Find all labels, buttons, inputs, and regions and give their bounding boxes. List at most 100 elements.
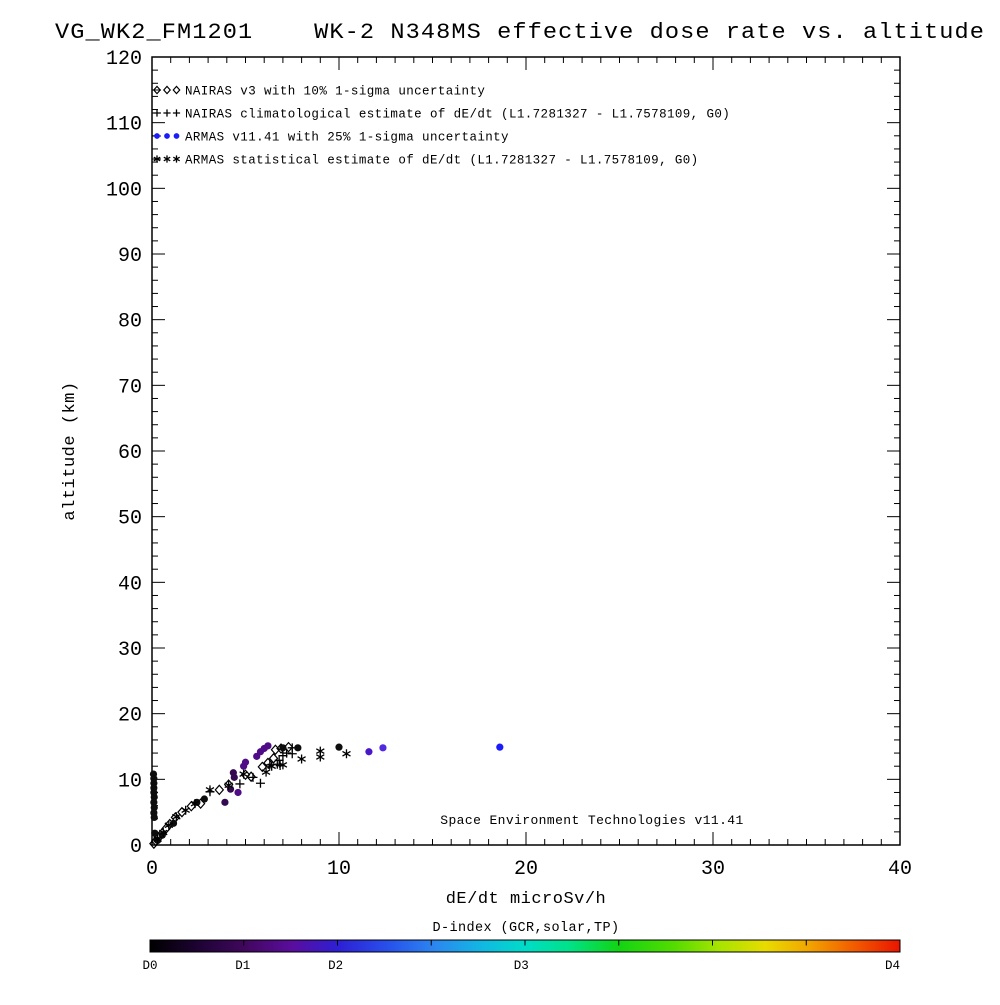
data-point [200, 795, 208, 803]
colorbar-tick-label: D2 [328, 959, 343, 973]
legend-item: ARMAS v11.41 with 25% 1-sigma uncertaint… [152, 131, 509, 145]
colorbar-tick-labels: D0 D1 D2 D3 D4 [142, 959, 900, 973]
legend-item: ARMAS statistical estimate of dE/dt (L1.… [152, 154, 699, 168]
data-point [190, 799, 200, 809]
y-tick-label: 10 [118, 770, 142, 793]
data-point [283, 741, 294, 753]
legend-asterisk-icon [163, 155, 171, 163]
y-tick-label: 40 [118, 573, 142, 596]
data-point [255, 778, 265, 788]
legend-label: NAIRAS v3 with 10% 1-sigma uncertainty [185, 85, 485, 99]
data-point [342, 749, 351, 759]
data-point [257, 761, 268, 773]
axis-tick-labels: 0 10 20 30 40 0 10 20 30 40 50 60 70 80 90 100 110 120 [106, 48, 912, 881]
data-point [171, 812, 181, 822]
legend-diamond-icon [152, 85, 162, 95]
data-point [278, 760, 288, 770]
legend-label: ARMAS v11.41 with 25% 1-sigma uncertaint… [185, 131, 509, 145]
data-point [248, 772, 258, 782]
legend-plus-icon [172, 109, 181, 117]
colorbar-tick-label: D1 [235, 959, 250, 973]
legend-item: NAIRAS climatological estimate of dE/dt … [152, 108, 730, 122]
legend-label: NAIRAS climatological estimate of dE/dt … [185, 108, 730, 122]
data-point [234, 788, 242, 797]
data-point [158, 828, 168, 838]
data-point [153, 834, 162, 844]
data-point [235, 779, 245, 789]
y-axis-title: altitude (km) [61, 381, 80, 520]
data-point [263, 757, 273, 769]
data-point [246, 771, 256, 783]
data-point [221, 798, 229, 806]
legend-diamond-icon [172, 85, 181, 95]
data-point [282, 748, 292, 758]
data-point [335, 743, 343, 751]
data-point [270, 744, 281, 756]
legend-circle-icon [164, 133, 170, 139]
data-point [279, 744, 287, 752]
watermark-text: Space Environment Technologies v11.41 [440, 813, 743, 828]
data-point [151, 829, 159, 837]
data-point [181, 805, 190, 815]
data-point [164, 820, 174, 830]
colorbar-ticks [243, 940, 807, 946]
data-point [496, 743, 504, 751]
data-point [297, 754, 306, 764]
data-point [241, 758, 250, 766]
axis-ticks [151, 56, 901, 846]
y-tick-label: 20 [118, 705, 142, 728]
legend-circle-icon [154, 133, 160, 139]
y-tick-label: 90 [118, 245, 142, 268]
data-point [150, 798, 158, 806]
data-points [149, 741, 504, 850]
data-point [267, 761, 277, 771]
y-tick-label: 120 [106, 48, 142, 71]
y-tick-label: 30 [118, 639, 142, 662]
legend: NAIRAS v3 with 10% 1-sigma uncertainty NA… [152, 85, 730, 168]
data-point [379, 744, 387, 752]
data-point [315, 746, 325, 756]
colorbar-tick-label: D0 [142, 959, 157, 973]
y-tick-label: 100 [106, 179, 142, 202]
data-point [150, 803, 158, 812]
y-tick-label: 110 [106, 114, 142, 137]
data-point [214, 784, 225, 796]
legend-asterisk-icon [153, 155, 161, 163]
colorbar-tick-label: D3 [514, 959, 529, 973]
x-tick-label: 0 [146, 858, 158, 881]
x-tick-label: 30 [701, 858, 725, 881]
chart-title: VG_WK2_FM1201 WK-2 N348MS effective dose… [55, 20, 985, 45]
y-tick-label: 70 [118, 376, 142, 399]
x-tick-label: 20 [514, 858, 538, 881]
data-point [261, 767, 271, 777]
data-point [224, 780, 233, 790]
x-axis-title: dE/dt microSv/h [446, 890, 607, 909]
y-tick-label: 80 [118, 311, 142, 334]
y-tick-label: 50 [118, 508, 142, 531]
colorbar-title: D-index (GCR,solar,TP) [432, 921, 619, 936]
data-point [169, 819, 178, 827]
data-point [294, 744, 302, 752]
colorbar-tick-label: D4 [885, 959, 900, 973]
data-point [230, 773, 238, 781]
legend-diamond-icon [162, 85, 172, 95]
data-point [205, 785, 215, 795]
data-point [150, 813, 158, 822]
legend-circle-icon [173, 133, 180, 139]
data-point [264, 742, 272, 750]
data-point [150, 793, 158, 801]
data-point [268, 752, 279, 764]
y-tick-label: 0 [130, 836, 142, 859]
legend-plus-icon [153, 109, 161, 117]
legend-plus-icon [163, 109, 171, 117]
x-tick-label: 10 [327, 858, 351, 881]
x-tick-label: 40 [888, 858, 912, 881]
data-point [365, 748, 373, 756]
legend-item: NAIRAS v3 with 10% 1-sigma uncertainty [152, 85, 485, 99]
legend-label: ARMAS statistical estimate of dE/dt (L1.… [185, 154, 699, 168]
plot-frame [151, 56, 901, 846]
data-point [239, 769, 248, 779]
legend-asterisk-icon [172, 155, 181, 163]
